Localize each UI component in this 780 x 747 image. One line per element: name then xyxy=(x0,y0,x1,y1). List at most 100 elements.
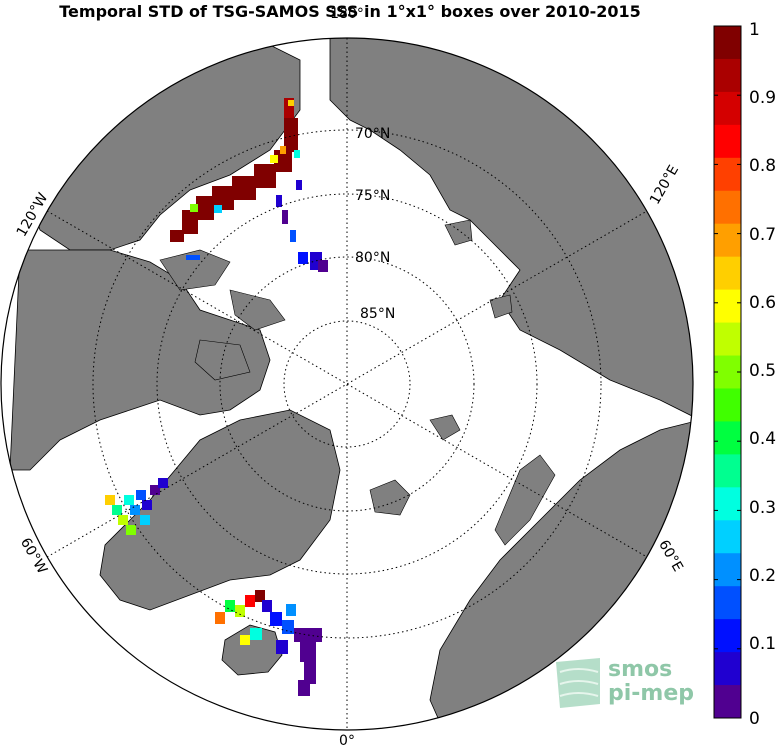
land-franz-josef xyxy=(429,414,461,441)
land-iceland xyxy=(221,624,283,676)
colorbar-segment xyxy=(714,58,741,93)
data-box xyxy=(270,612,282,626)
lon-label-120e: 120°E xyxy=(647,163,682,208)
data-box xyxy=(254,164,276,188)
colorbar-segment xyxy=(714,289,741,324)
data-box xyxy=(274,150,292,172)
colorbar-tick-label: 0.3 xyxy=(749,498,776,518)
data-box xyxy=(124,495,134,505)
colorbar-segment xyxy=(714,586,741,620)
colorbar-segment xyxy=(714,685,741,719)
data-box xyxy=(118,515,128,525)
colorbar-segment xyxy=(714,26,741,60)
colorbar-segment xyxy=(714,553,741,587)
data-box xyxy=(186,255,200,260)
colorbar-segment xyxy=(714,487,741,521)
data-box xyxy=(284,98,294,118)
data-box xyxy=(240,635,250,645)
data-box xyxy=(130,505,140,515)
data-box xyxy=(158,478,168,488)
data-box xyxy=(225,600,235,612)
data-box xyxy=(318,260,328,272)
data-box xyxy=(136,490,146,500)
data-box xyxy=(105,495,115,505)
logo-text-pi-mep: pi-mep xyxy=(608,681,694,706)
data-box xyxy=(150,485,160,495)
data-box xyxy=(212,186,234,210)
colorbar-segment xyxy=(714,91,741,126)
data-box xyxy=(304,662,316,684)
colorbar-tick-label: 0.6 xyxy=(749,293,776,313)
colorbar-tick-label: 0.7 xyxy=(749,225,776,245)
data-box xyxy=(294,150,300,158)
colorbar-segment xyxy=(714,256,741,291)
data-box xyxy=(126,525,136,535)
data-box xyxy=(286,604,296,616)
colorbar-segment xyxy=(714,322,741,357)
colorbar-tick-label: 0.2 xyxy=(749,566,776,586)
data-box xyxy=(182,210,198,234)
colorbar-tick-label: 0.9 xyxy=(749,88,776,108)
data-box xyxy=(215,612,225,624)
lon-label-60e: 60°E xyxy=(655,537,686,574)
lat-label-75: 75°N xyxy=(355,188,390,204)
data-box xyxy=(235,605,245,617)
map-title: Temporal STD of TSG-SAMOS SSS in 1°x1° b… xyxy=(59,2,641,21)
data-boxes-baffin xyxy=(105,478,168,535)
land-canadian-islands xyxy=(159,249,286,381)
data-box xyxy=(214,205,222,213)
lat-label-70: 70°N xyxy=(355,126,390,142)
lat-circle-85 xyxy=(283,320,411,448)
data-boxes-iceland xyxy=(215,590,322,696)
data-boxes-beaufort xyxy=(170,98,328,272)
colorbar-tick-label: 0 xyxy=(749,709,760,729)
lon-label-180: 180° xyxy=(330,6,364,22)
colorbar-segment xyxy=(714,355,741,389)
colorbar-segment xyxy=(714,124,741,159)
data-box xyxy=(288,100,294,106)
data-box xyxy=(250,628,262,640)
data-box xyxy=(298,680,310,696)
data-box xyxy=(232,176,256,200)
map-boundary xyxy=(0,37,694,731)
colorbar-labels: 1 0.9 0.8 0.7 0.6 0.5 0.4 0.3 0.2 0.1 0 xyxy=(749,20,776,729)
data-box xyxy=(142,500,152,510)
data-box xyxy=(306,628,322,642)
colorbar-segment xyxy=(714,388,741,422)
smos-pi-mep-logo: smos pi-mep xyxy=(556,657,694,708)
data-box xyxy=(282,210,288,224)
data-box xyxy=(298,252,308,264)
data-box xyxy=(284,118,298,152)
colorbar-segment xyxy=(714,421,741,455)
data-box xyxy=(112,505,122,515)
land-novaya-zemlya xyxy=(494,454,556,546)
data-box xyxy=(255,590,265,602)
data-box xyxy=(282,620,294,634)
land-greenland xyxy=(99,409,341,611)
data-box xyxy=(300,642,316,662)
data-box xyxy=(170,230,184,242)
lat-circle-70 xyxy=(92,129,602,639)
colorbar-segment xyxy=(714,619,741,653)
lon-label-0: 0° xyxy=(339,733,355,747)
land-new-siberian-islands xyxy=(444,219,513,319)
colorbar-tick-label: 1 xyxy=(749,20,760,40)
lat-label-80: 80°N xyxy=(355,250,390,266)
meridians xyxy=(46,38,648,730)
data-box xyxy=(276,640,288,654)
lat-label-85: 85°N xyxy=(360,306,395,322)
colorbar-segment xyxy=(714,223,741,258)
logo-text-smos: smos xyxy=(608,657,672,682)
data-box xyxy=(270,155,278,163)
data-box xyxy=(294,628,306,642)
colorbar-segment xyxy=(714,157,741,192)
colorbar-tick-label: 0.5 xyxy=(749,361,776,381)
colorbar-tick-label: 0.8 xyxy=(749,156,776,176)
data-box xyxy=(196,196,214,220)
data-box xyxy=(290,230,296,242)
colorbar-segment xyxy=(714,190,741,225)
data-box xyxy=(245,595,255,607)
data-box xyxy=(280,146,286,154)
